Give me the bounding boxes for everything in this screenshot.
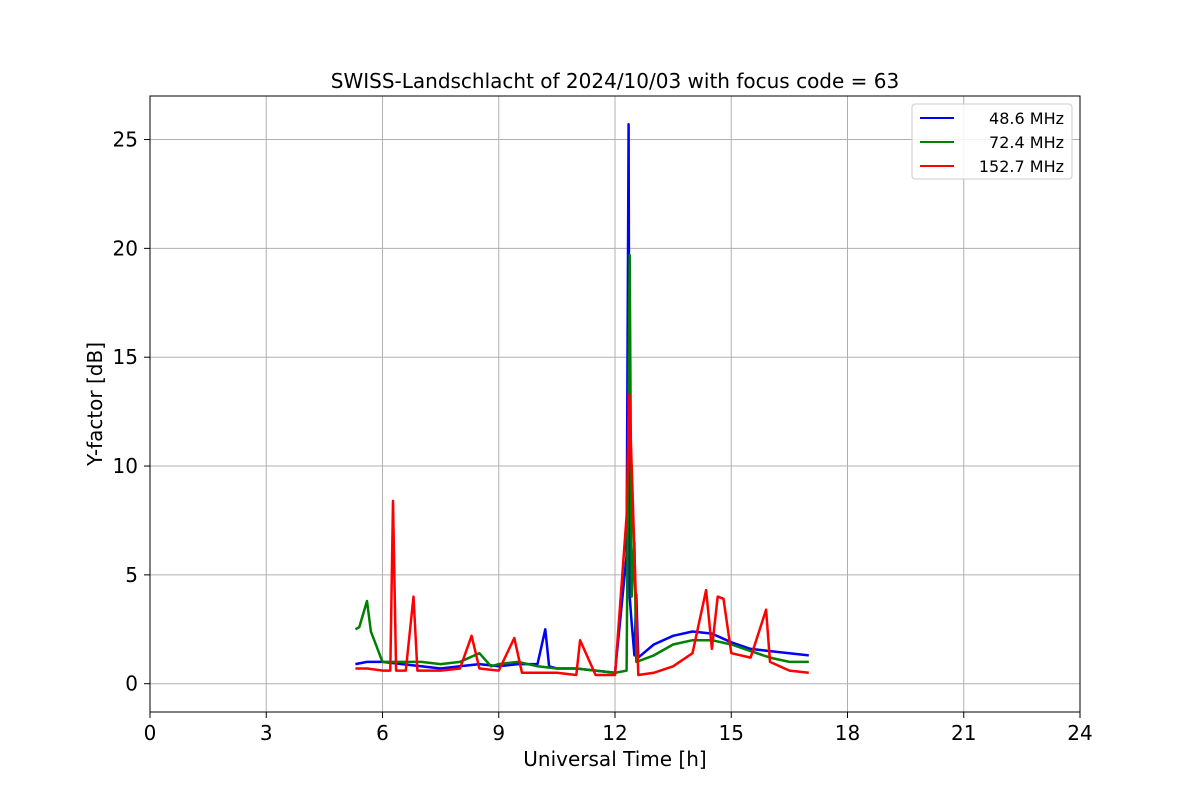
x-tick-label: 6 [376,721,389,745]
x-tick-label: 18 [835,721,860,745]
x-tick-label: 3 [260,721,273,745]
y-tick-label: 25 [113,128,138,152]
x-tick-label: 24 [1067,721,1092,745]
legend-label-2: 152.7 MHz [979,157,1064,176]
y-axis-label: Y-factor [dB] [83,342,107,467]
x-tick-label: 21 [951,721,976,745]
y-axis: 0 5 10 15 20 25 [113,128,150,696]
series-line-2 [355,392,809,677]
x-tick-label: 12 [602,721,627,745]
legend-box [911,103,1073,180]
y-tick-label: 10 [113,454,138,478]
x-axis-label: Universal Time [h] [523,747,706,771]
x-axis: 0 3 6 9 12 15 18 21 24 [144,712,1093,745]
legend-label-0: 48.6 MHz [989,109,1064,128]
series-line-0 [355,123,809,675]
x-tick-label: 15 [719,721,744,745]
legend-label-1: 72.4 MHz [989,133,1064,152]
legend: 48.6 MHz 72.4 MHz 152.7 MHz [911,103,1073,180]
x-tick-label: 9 [492,721,505,745]
y-tick-label: 20 [113,236,138,260]
series-line-1 [354,253,809,675]
y-tick-label: 5 [125,563,138,587]
y-tick-label: 0 [125,672,138,696]
chart-title: SWISS-Landschlacht of 2024/10/03 with fo… [331,69,899,93]
y-tick-label: 15 [113,345,138,369]
series-layer [354,123,809,677]
grid [149,96,1081,712]
x-tick-label: 0 [144,721,157,745]
